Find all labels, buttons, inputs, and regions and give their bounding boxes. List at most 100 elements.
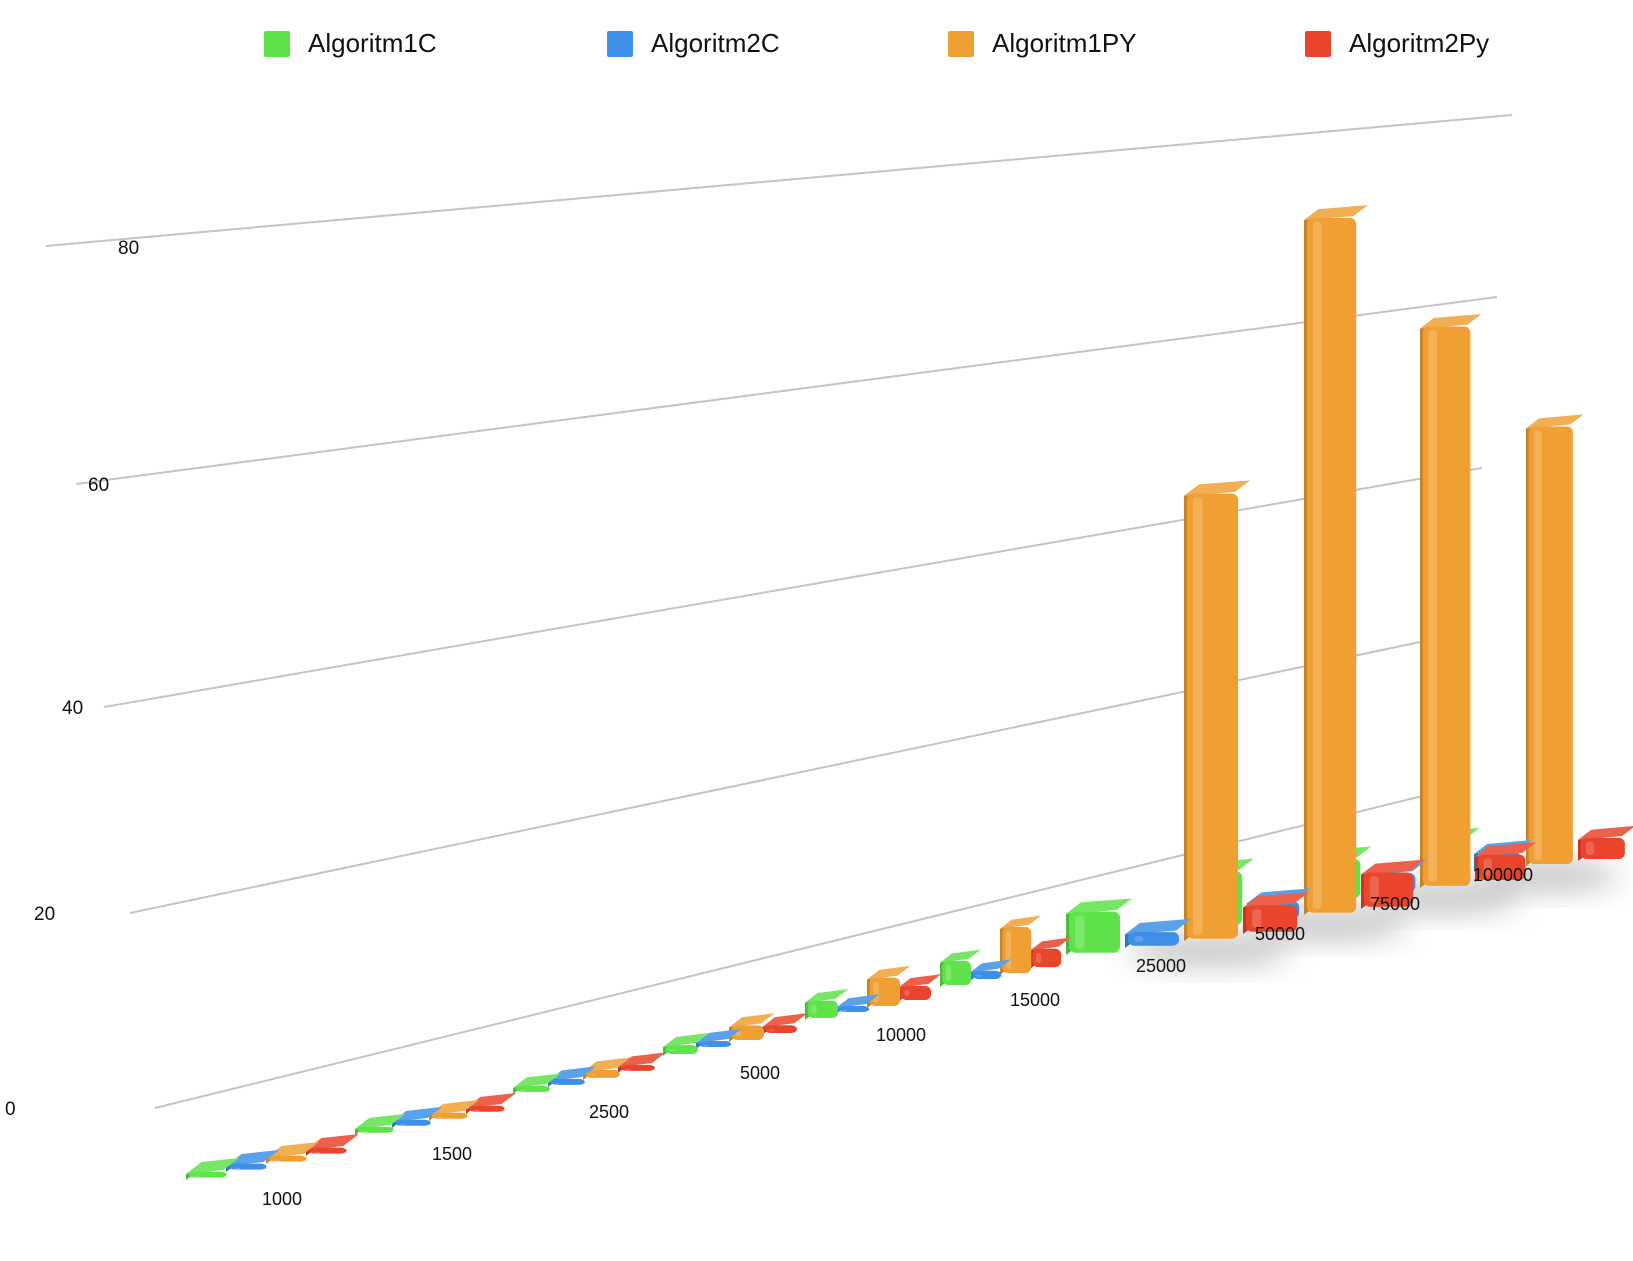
bar-top: [583, 1057, 631, 1073]
bar-front: [468, 1105, 505, 1112]
bar: [355, 1113, 406, 1135]
bar-top: [1361, 859, 1425, 875]
bar: [1000, 915, 1041, 975]
bar: [898, 974, 942, 1002]
bar-front: [665, 1045, 698, 1054]
bar-highlight: [873, 981, 879, 1003]
bar-top: [226, 1149, 280, 1166]
bar-highlight: [1369, 876, 1379, 903]
bar-top: [429, 1099, 480, 1115]
bar-highlight: [1585, 841, 1594, 855]
bar-highlight: [669, 1049, 676, 1052]
legend-label: Algoritm1PY: [992, 28, 1137, 58]
bar: [1578, 826, 1633, 861]
x-category-label: 5000: [740, 1063, 780, 1083]
bar-top: [940, 949, 981, 963]
y-tick-label: 80: [118, 238, 139, 259]
bar-highlight: [589, 1073, 596, 1076]
bar: [1420, 313, 1482, 888]
bar: [186, 1157, 240, 1180]
y-tick-label: 60: [88, 475, 109, 496]
bar-highlight: [904, 989, 910, 997]
bar: [1475, 842, 1537, 882]
bar: [1526, 414, 1584, 866]
bar-front: [1032, 948, 1062, 968]
bar: [696, 1028, 742, 1049]
y-tick-label: 0: [5, 1099, 16, 1120]
bar-highlight: [975, 974, 982, 977]
bar-top: [466, 1092, 517, 1108]
legend-label: Algoritm1C: [308, 28, 437, 58]
bar-highlight: [1312, 221, 1322, 909]
bar-highlight: [1134, 936, 1144, 942]
bar: [970, 959, 1011, 981]
bar-highlight: [1193, 497, 1203, 935]
x-category-label: 10000: [876, 1025, 926, 1045]
bar-highlight: [193, 1175, 201, 1178]
bar-highlight: [811, 1004, 817, 1015]
bar-top: [898, 974, 942, 988]
bar-front: [731, 1025, 764, 1040]
bar-front: [431, 1112, 468, 1119]
legend-swatch: [607, 30, 633, 57]
bar-top: [1066, 898, 1133, 914]
bar: [1304, 205, 1368, 915]
bar: [1361, 859, 1425, 909]
bars: [186, 205, 1633, 1180]
bar: [1243, 892, 1310, 934]
bar-front: [764, 1025, 797, 1033]
chart-legend: Algoritm1C Algoritm2C Algoritm1PY Algori…: [0, 20, 1633, 64]
x-category-label: 1000: [262, 1189, 302, 1209]
bar: [1184, 480, 1251, 941]
bar-top: [1125, 918, 1192, 935]
bar-top: [1000, 915, 1041, 929]
bar-front: [1363, 872, 1414, 907]
bar-top: [186, 1157, 240, 1174]
bar-front: [1246, 905, 1298, 932]
bar-highlight: [273, 1159, 281, 1162]
bar-highlight: [362, 1130, 369, 1133]
bar-highlight: [945, 964, 952, 982]
bar-front: [1069, 911, 1121, 953]
bar-top: [805, 989, 849, 1003]
x-category-label: 25000: [1136, 956, 1186, 976]
bar-top: [696, 1028, 742, 1043]
bar: [940, 949, 981, 987]
bar-top: [970, 959, 1011, 973]
bar-front: [972, 970, 1002, 980]
bar-front: [550, 1078, 585, 1085]
bar-top: [1420, 313, 1482, 329]
gridline: [154, 787, 1456, 1109]
bar-top: [867, 965, 911, 980]
bar-front: [1580, 837, 1625, 859]
gridlines: [45, 114, 1513, 1109]
bar-front: [269, 1155, 307, 1162]
bar-highlight: [1005, 930, 1012, 970]
bar-highlight: [702, 1044, 709, 1047]
bar-top: [548, 1066, 596, 1081]
bar-top: [618, 1052, 666, 1067]
bar-front: [1002, 926, 1032, 974]
bar-highlight: [554, 1082, 561, 1085]
bar-highlight: [473, 1109, 480, 1112]
bar-front: [1477, 854, 1526, 880]
bar-top: [306, 1133, 360, 1150]
bar-top: [1304, 205, 1368, 221]
bar-highlight: [233, 1167, 241, 1170]
bar-top: [663, 1032, 709, 1048]
bar: [805, 989, 849, 1020]
bar-front: [1187, 493, 1239, 939]
bar-front: [1128, 932, 1180, 946]
bar: [618, 1052, 666, 1073]
x-category-label: 50000: [1255, 924, 1305, 944]
bar-highlight: [1428, 330, 1438, 882]
bar-top: [1243, 892, 1310, 908]
bar-front: [357, 1126, 394, 1133]
bar-highlight: [1252, 909, 1262, 928]
gridline: [45, 114, 1513, 247]
legend-item-algoritm1c: Algoritm1C: [264, 28, 437, 59]
bar-top: [762, 1013, 808, 1028]
legend-item-algoritm2py: Algoritm2Py: [1305, 28, 1489, 59]
bar: [1030, 937, 1071, 969]
